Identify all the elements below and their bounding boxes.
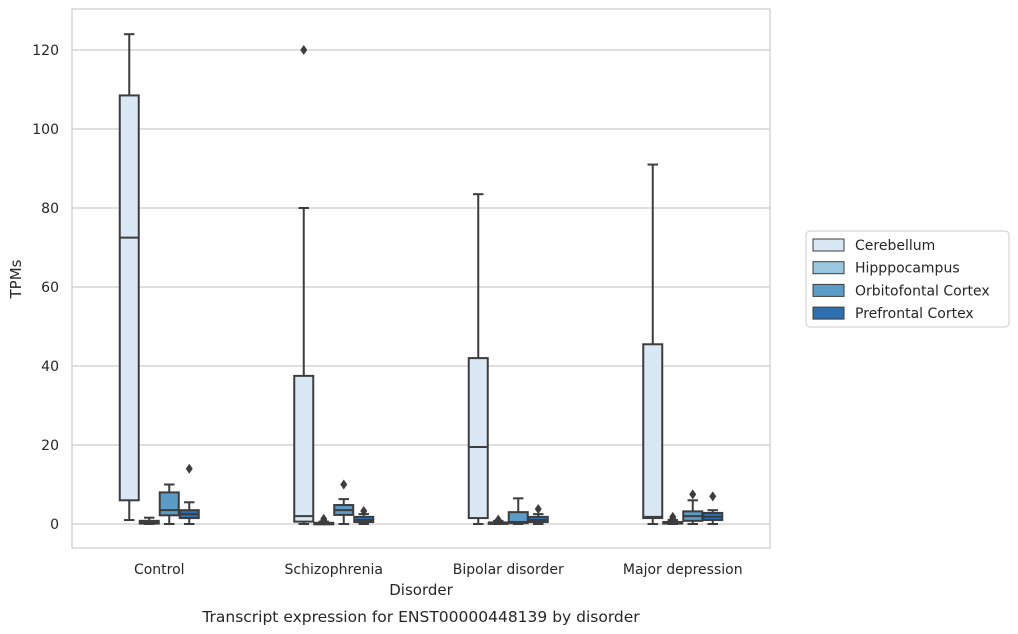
box-3-0 [642,163,664,525]
legend-label-1: Hipppocampus [855,261,960,277]
box-2-2 [507,497,529,525]
box-2-0 [467,193,489,525]
outlier-point [709,491,717,502]
outlier-point [534,503,542,514]
x-tick-label-0: Control [134,562,185,578]
outlier-point [689,489,697,500]
plot-area-frame [71,8,771,549]
y-tick-label-40: 40 [41,359,59,375]
x-tick-labels: Control Schizophrenia Bipolar disorder Majo… [134,562,743,578]
box-body [158,491,180,517]
box-1-3 [353,505,375,525]
y-tick-label-100: 100 [32,122,59,138]
outlier-point [669,513,677,524]
chart-caption: Transcript expression for ENST0000044813… [201,608,640,626]
outlier-point [300,45,308,55]
legend: Cerebellum Hipppocampus Orbitofontal Corte… [805,230,1010,328]
legend-frame [805,230,1010,328]
box-0-3 [178,463,200,525]
x-tick-label-2: Bipolar disorder [453,562,564,578]
legend-label-2: Orbitofontal Cortex [855,283,990,299]
box-body [118,94,140,502]
y-tick-label-60: 60 [41,280,59,296]
box-3-2 [682,489,704,525]
box-body [293,374,315,523]
box-body [642,343,664,520]
y-tick-label-0: 0 [50,517,59,533]
legend-swatch-2 [812,283,845,297]
outlier-point [340,479,348,490]
box-1-2 [333,479,355,525]
y-tick-label-20: 20 [41,438,59,454]
box-body [467,357,489,520]
box-3-1 [662,511,684,525]
y-tick-labels: 0 20 40 60 80 100 120 [32,43,59,533]
outlier-point [360,505,368,516]
box-0-1 [138,516,160,525]
box-0-2 [158,483,180,525]
x-tick-label-1: Schizophrenia [285,562,383,578]
legend-swatch-1 [812,261,845,275]
x-tick-label-3: Major depression [623,562,743,578]
y-tick-label-120: 120 [32,43,59,59]
legend-swatch-0 [812,238,845,252]
legend-label-0: Cerebellum [855,238,935,254]
box-3-3 [702,491,724,525]
box-0-0 [118,33,140,522]
box-1-0 [293,45,315,525]
y-tick-label-80: 80 [41,201,59,217]
y-gridlines [72,49,770,525]
outlier-point [320,515,328,526]
legend-label-3: Prefrontal Cortex [855,306,974,322]
y-axis-title: TPMs [7,259,25,299]
outlier-point [185,463,193,474]
box-2-1 [487,514,509,525]
x-axis-title: Disorder [389,581,453,599]
boxes [118,33,724,526]
legend-swatch-3 [812,306,845,320]
outlier-point [494,514,502,525]
box-2-3 [527,503,549,525]
box-1-1 [313,513,335,526]
